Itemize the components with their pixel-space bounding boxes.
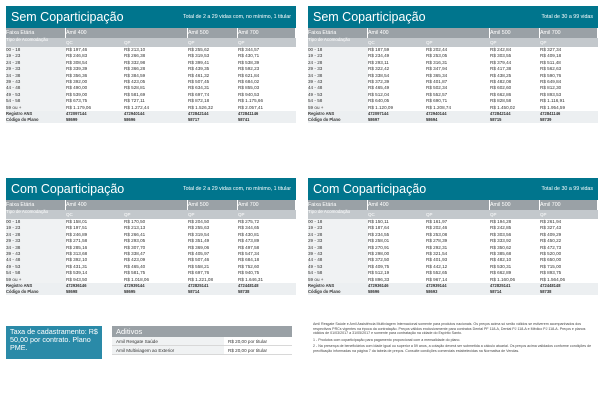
registration-fee-box: Taxa de cadastramento: R$ 50,00 por cont… [6,326,102,359]
price-grid: Faixa EtáriaAmil 400Amil 500Amil 700Tipo… [6,28,296,124]
price-table-sem-copart-30-99: Sem Coparticipação Total de 30 a 99 vida… [308,6,598,124]
table-header-bar: Sem Coparticipação Total de 2 a 29 vidas… [6,6,296,28]
table-title: Com Coparticipação [11,182,125,196]
table-header-bar: Com Coparticipação Total de 2 a 29 vidas… [6,178,296,200]
table-title: Com Coparticipação [313,182,427,196]
addon-name: Amil Multiviagem ao Exterior [112,346,224,354]
addons-title: Aditivos [112,326,292,337]
table-subtitle: Total de 30 a 99 vidas [541,14,593,20]
price-grid: Faixa EtáriaAmil 400Amil 500Amil 700Tipo… [6,200,296,296]
table-title: Sem Coparticipação [11,10,124,24]
addon-row: Amil Resgate Saúde R$ 20,00 por titular [112,337,292,346]
price-table-com-copart-2-29: Com Coparticipação Total de 2 a 29 vidas… [6,178,296,296]
table-subtitle: Total de 2 a 29 vidas com, no mínimo, 1 … [182,14,291,20]
price-grid: Faixa EtáriaAmil 400Amil 500Amil 700Tipo… [308,28,598,124]
addon-row: Amil Multiviagem ao Exterior R$ 20,00 po… [112,346,292,355]
footnote: 1 - Produtos com coparticipação para pag… [313,337,461,342]
footnote: 2 - Na presença de beneficiários com ida… [313,344,592,353]
table-subtitle: Total de 30 a 99 vidas [541,186,593,192]
footnote: Amil Resgate Saúde e Amil Assistência Mu… [313,322,586,335]
price-grid: Faixa EtáriaAmil 400Amil 500Amil 700Tipo… [308,200,598,296]
footnotes: Amil Resgate Saúde e Amil Assistência Mu… [313,322,595,355]
price-table-sem-copart-2-29: Sem Coparticipação Total de 2 a 29 vidas… [6,6,296,124]
table-title: Sem Coparticipação [313,10,426,24]
addon-name: Amil Resgate Saúde [112,337,224,345]
table-header-bar: Com Coparticipação Total de 30 a 99 vida… [308,178,598,200]
table-header-bar: Sem Coparticipação Total de 30 a 99 vida… [308,6,598,28]
addon-price: R$ 20,00 por titular [228,339,268,344]
addon-price: R$ 20,00 por titular [228,348,268,353]
addons-table: Aditivos Amil Resgate Saúde R$ 20,00 por… [112,326,292,355]
table-subtitle: Total de 2 a 29 vidas com, no mínimo, 1 … [182,186,291,192]
price-table-com-copart-30-99: Com Coparticipação Total de 30 a 99 vida… [308,178,598,296]
